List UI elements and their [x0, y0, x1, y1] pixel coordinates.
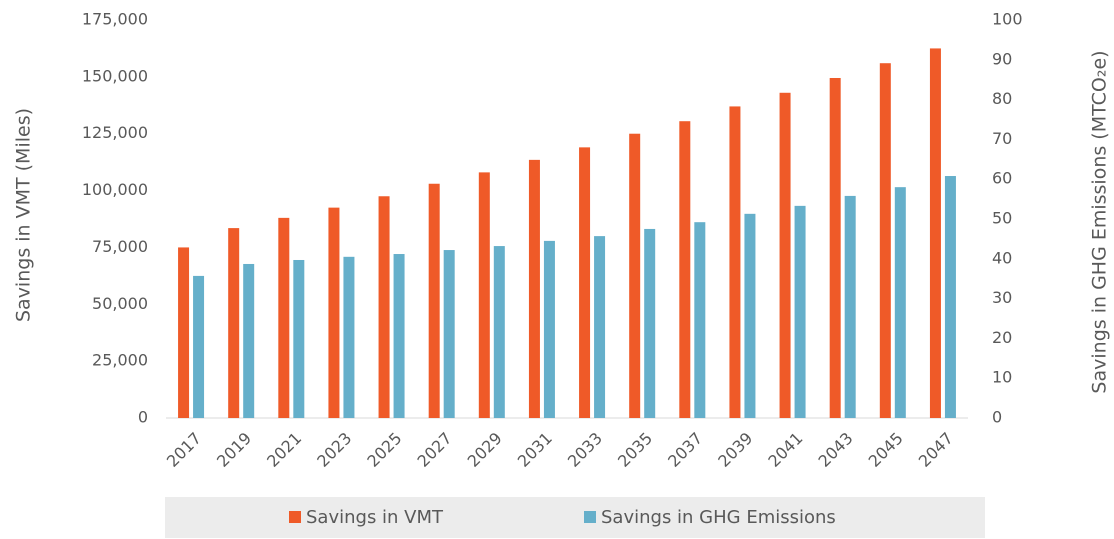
bar — [493, 246, 505, 418]
bar — [328, 207, 340, 418]
bar — [829, 77, 841, 418]
x-tick-label: 2033 — [564, 429, 606, 471]
y-tick-label: 0 — [138, 408, 148, 427]
y-axis-title: Savings in VMT (Miles) — [13, 108, 35, 322]
y2-tick-label: 90 — [992, 49, 1012, 68]
x-tick-label: 2025 — [363, 429, 405, 471]
x-tick-label: 2027 — [413, 429, 455, 471]
x-tick-label: 2019 — [213, 429, 255, 471]
bar — [378, 196, 390, 418]
y-tick-label: 125,000 — [82, 123, 148, 142]
y-tick-label: 100,000 — [82, 180, 148, 199]
bar — [243, 263, 255, 418]
bar — [579, 147, 591, 419]
y-tick-label: 75,000 — [92, 237, 148, 256]
bar — [478, 172, 490, 418]
bar — [343, 256, 355, 418]
y2-tick-label: 20 — [992, 328, 1012, 347]
y2-tick-label: 0 — [992, 408, 1002, 427]
bar — [694, 222, 706, 418]
bar — [679, 121, 691, 418]
x-tick-label: 2041 — [764, 429, 806, 471]
legend-label: Savings in GHG Emissions — [601, 507, 836, 528]
y2-tick-label: 10 — [992, 368, 1012, 387]
bar — [193, 275, 205, 418]
y-tick-label: 50,000 — [92, 294, 148, 313]
bar — [744, 213, 756, 418]
y2-tick-label: 40 — [992, 248, 1012, 267]
bar — [443, 250, 455, 418]
bar — [178, 247, 190, 418]
bar — [393, 254, 405, 418]
bar — [944, 176, 956, 418]
bar — [644, 228, 656, 418]
bar — [278, 217, 290, 418]
bar — [844, 195, 856, 418]
bar — [629, 133, 641, 418]
legend-box — [165, 497, 985, 538]
y2-axis-title: Savings in GHG Emissions (MTCO₂e) — [1089, 50, 1111, 393]
y2-tick-label: 60 — [992, 169, 1012, 188]
y2-tick-label: 30 — [992, 288, 1012, 307]
y-tick-label: 25,000 — [92, 351, 148, 370]
bar — [594, 236, 606, 418]
y-tick-label: 175,000 — [82, 10, 148, 29]
bar — [428, 183, 440, 418]
bar — [779, 92, 791, 418]
x-tick-label: 2039 — [714, 429, 756, 471]
bar — [228, 228, 240, 418]
bar — [528, 159, 540, 418]
bar — [543, 240, 555, 418]
x-tick-label: 2045 — [865, 429, 907, 471]
y2-tick-label: 100 — [992, 10, 1023, 29]
bar — [894, 187, 906, 418]
legend-swatch — [584, 511, 596, 523]
x-tick-label: 2023 — [313, 429, 355, 471]
legend-label: Savings in VMT — [306, 507, 444, 528]
x-tick-label: 2031 — [514, 429, 556, 471]
bar — [729, 106, 741, 419]
x-tick-label: 2043 — [814, 429, 856, 471]
y-tick-label: 150,000 — [82, 66, 148, 85]
y2-tick-label: 70 — [992, 129, 1012, 148]
x-tick-label: 2035 — [614, 429, 656, 471]
x-tick-label: 2017 — [163, 429, 205, 471]
y2-tick-label: 80 — [992, 89, 1012, 108]
bar — [879, 63, 891, 419]
x-tick-label: 2047 — [915, 429, 957, 471]
bar — [929, 48, 941, 419]
x-tick-label: 2037 — [664, 429, 706, 471]
bar — [794, 205, 806, 418]
bar — [293, 259, 305, 418]
x-tick-label: 2021 — [263, 429, 305, 471]
x-tick-label: 2029 — [464, 429, 506, 471]
y2-tick-label: 50 — [992, 209, 1012, 228]
legend-swatch — [289, 511, 301, 523]
